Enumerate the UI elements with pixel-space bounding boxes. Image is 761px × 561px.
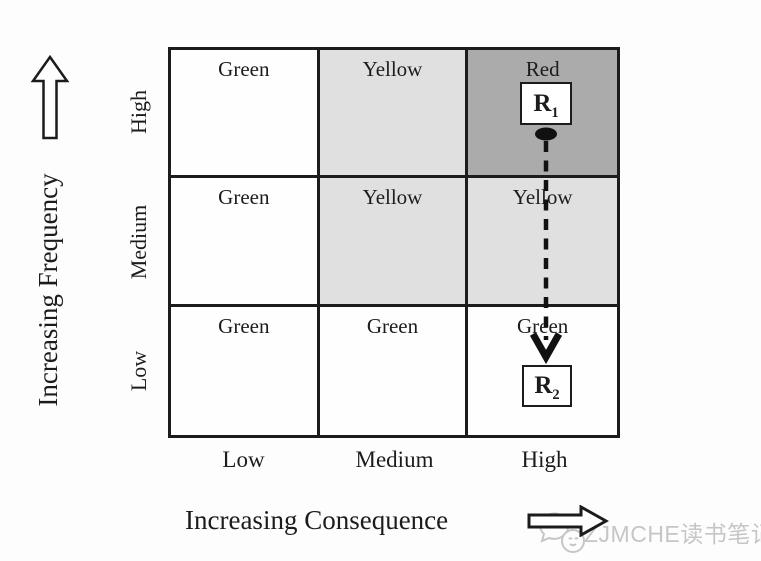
matrix-cell-medium-high: Yellow [468, 178, 617, 307]
right-arrow-icon [527, 505, 609, 537]
up-arrow-icon [30, 55, 70, 140]
cell-label: Green [218, 57, 270, 81]
cell-label: Green [218, 313, 270, 338]
col-label-low: Low [222, 447, 265, 472]
cell-label: Green [218, 185, 270, 210]
row-label-high: High [126, 90, 151, 134]
matrix-cell-high-low: Green [171, 50, 320, 179]
matrix-cell-medium-medium: Yellow [319, 178, 469, 307]
cell-label: Yellow [362, 185, 423, 210]
risk-marker-r2: R2 [522, 365, 572, 407]
col-label-medium: Medium [355, 447, 434, 472]
y-axis-title: Increasing Frequency [33, 173, 63, 407]
x-axis-title: Increasing Consequence [185, 505, 449, 535]
cell-label: Red [525, 57, 560, 81]
watermark: ZJMCHE读书笔记 [538, 510, 761, 556]
wechat-icon [539, 512, 585, 553]
row-label-low: Low [126, 350, 151, 392]
cell-label: Yellow [512, 185, 573, 210]
matrix-cell-low-medium: Green [319, 306, 469, 435]
cell-label: Green [366, 313, 419, 338]
cell-label: Yellow [362, 57, 423, 81]
col-label-high: High [521, 447, 568, 472]
watermark-text: ZJMCHE读书笔记 [584, 521, 761, 547]
marker-r1-label: R1 [533, 89, 559, 121]
row-label-medium: Medium [126, 204, 151, 280]
marker-r2-label: R2 [534, 372, 560, 403]
matrix-cell-low-low: Green [171, 306, 320, 435]
cell-label: Green [517, 313, 569, 338]
risk-marker-r1: R1 [520, 82, 572, 125]
matrix-cell-medium-low: Green [171, 178, 320, 307]
dashed-arrow-r1-to-r2 [529, 127, 563, 365]
risk-matrix-grid: Green Yellow Red Green Yellow Yellow Gre… [168, 47, 620, 438]
matrix-cell-high-medium: Yellow [319, 50, 469, 179]
